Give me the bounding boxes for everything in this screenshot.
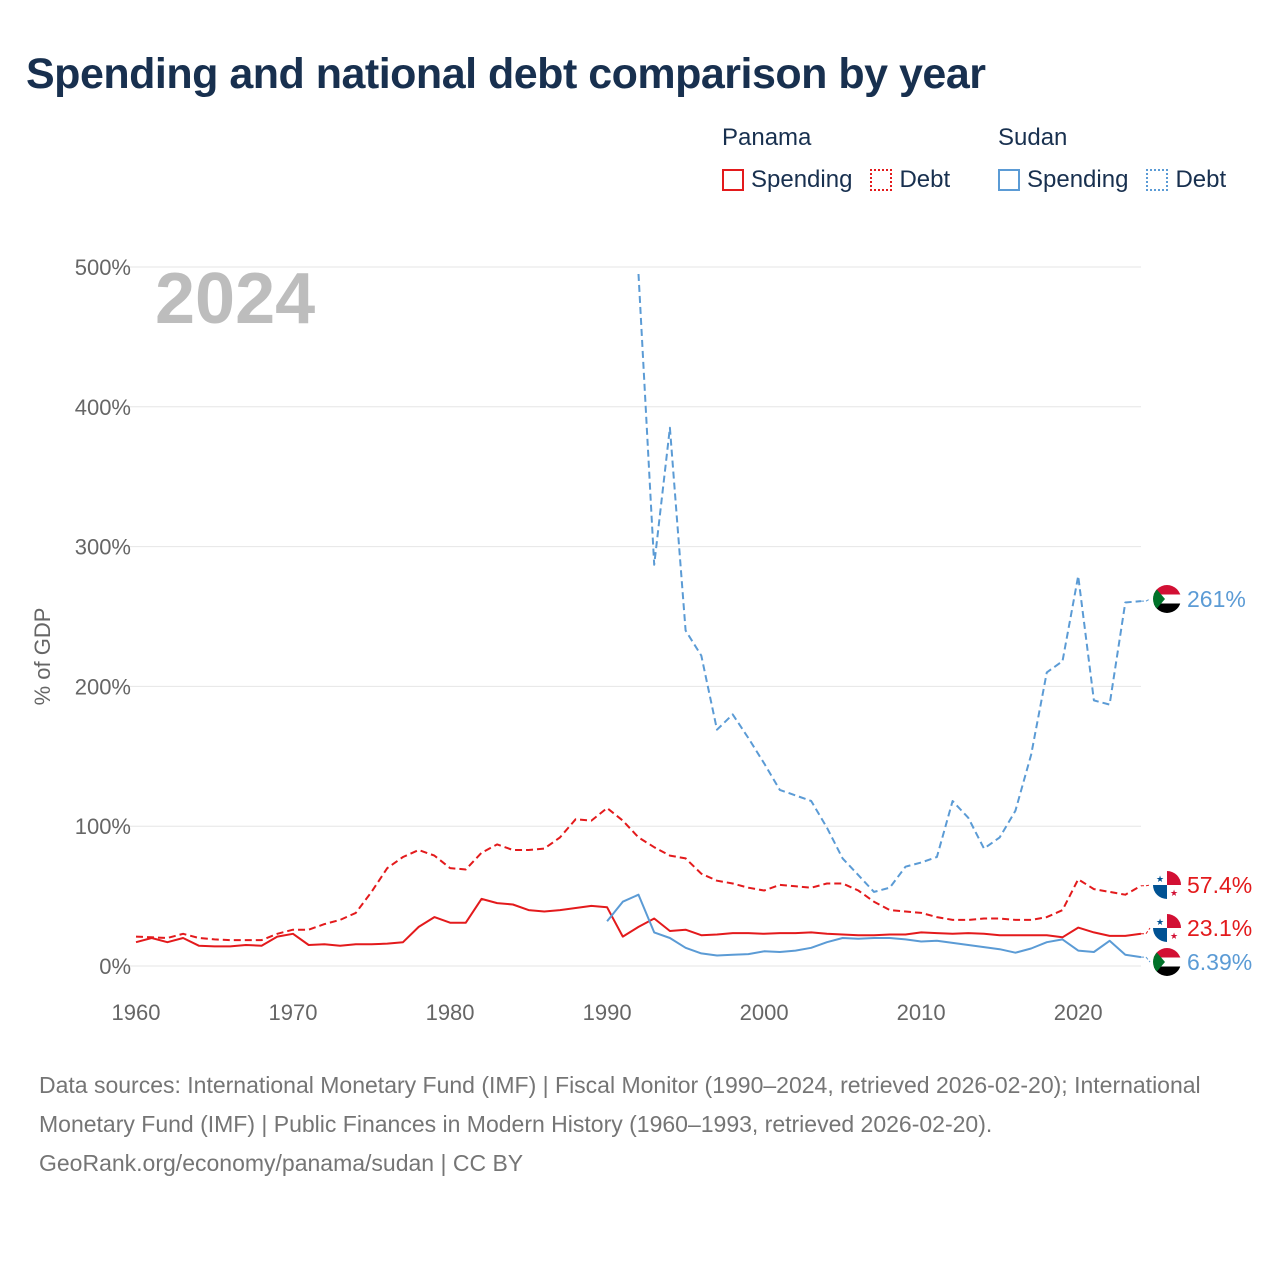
chart-title: Spending and national debt comparison by… [26,50,986,98]
y-tick-label: 0% [99,954,131,979]
legend-panama: Panama Spending Debt [722,124,950,194]
legend-title-sudan: Sudan [998,124,1068,151]
end-value-label: 57.4% [1187,872,1252,898]
legend-label: Debt [1175,166,1227,193]
end-label-leader [1141,956,1151,963]
y-axis-title: % of GDP [30,608,55,706]
y-tick-label: 400% [75,395,131,420]
dotted-line-swatch-icon [1146,169,1169,191]
panama-flag-icon: ★ ★ [1153,914,1181,942]
sudan-flag-icon [1153,948,1181,976]
y-tick-label: 500% [75,255,131,280]
footer: Data sources: International Monetary Fun… [39,1066,1239,1183]
end-label-leader [1141,598,1151,602]
credit-link[interactable]: GeoRank.org/economy/panama/sudan | CC BY [39,1150,524,1176]
series-line-panama-debt[interactable] [135,807,1142,942]
x-tick-label: 2010 [897,1000,946,1025]
end-label-leader [1141,884,1151,887]
sudan-flag-icon [1153,585,1181,613]
legend-sudan: Sudan Spending Debt [998,124,1226,194]
legend-title-panama: Panama [722,124,812,151]
x-tick-label: 2000 [740,1000,789,1025]
end-value-label: 6.39% [1187,949,1252,975]
x-tick-label: 1970 [269,1000,318,1025]
y-tick-label: 300% [75,535,131,560]
legend-item-panama-spending[interactable]: Spending [722,166,852,194]
data-sources: Data sources: International Monetary Fun… [39,1072,1201,1137]
legend-label: Spending [1027,166,1129,193]
legend-item-sudan-spending[interactable]: Spending [998,166,1128,194]
y-tick-label: 200% [75,674,131,699]
legend-label: Debt [899,166,951,193]
line-chart: 0% 100% 200% 300% 400% 500% 1960 1970 1980 1990 20… [30,255,1252,1025]
x-tick-label: 1990 [583,1000,632,1025]
solid-line-swatch-icon [722,169,744,191]
x-tick-label: 2020 [1054,1000,1103,1025]
svg-text:★: ★ [1170,931,1178,941]
dotted-line-swatch-icon [870,169,893,191]
legend-item-panama-debt[interactable]: Debt [870,166,950,194]
end-value-label: 261% [1187,586,1246,612]
legend-label: Spending [751,166,853,193]
y-tick-label: 100% [75,814,131,839]
end-label-leader [1141,927,1151,935]
series-line-panama-spending[interactable] [135,897,1142,948]
series-line-sudan-debt[interactable] [637,273,1142,893]
panama-flag-icon: ★ ★ [1153,871,1181,899]
series-line-sudan-spending[interactable] [606,893,1142,959]
end-value-label: 23.1% [1187,915,1252,941]
svg-text:★: ★ [1156,917,1164,927]
x-tick-label: 1980 [426,1000,475,1025]
svg-text:★: ★ [1156,874,1164,884]
year-watermark: 2024 [155,259,315,339]
solid-line-swatch-icon [998,169,1020,191]
x-tick-label: 1960 [112,1000,161,1025]
legend-item-sudan-debt[interactable]: Debt [1146,166,1226,194]
svg-text:★: ★ [1170,888,1178,898]
